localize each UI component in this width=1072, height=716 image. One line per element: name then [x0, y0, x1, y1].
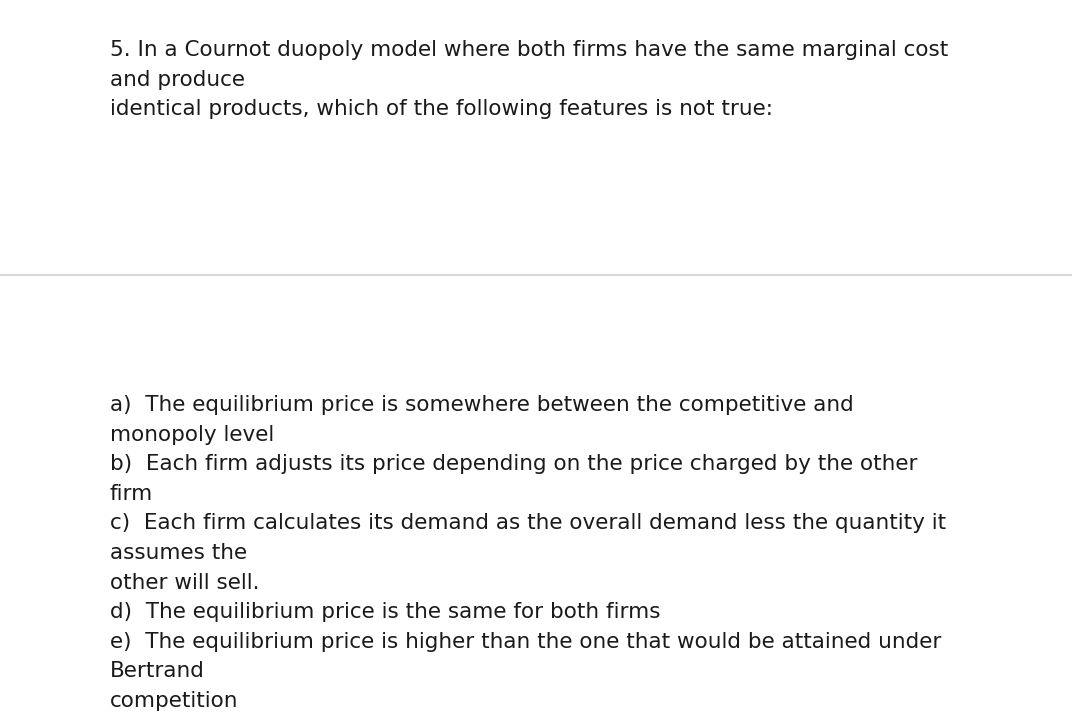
Text: a)  The equilibrium price is somewhere between the competitive and
monopoly leve: a) The equilibrium price is somewhere be… — [110, 395, 947, 711]
Text: 5. In a Cournot duopoly model where both firms have the same marginal cost
and p: 5. In a Cournot duopoly model where both… — [110, 40, 949, 119]
